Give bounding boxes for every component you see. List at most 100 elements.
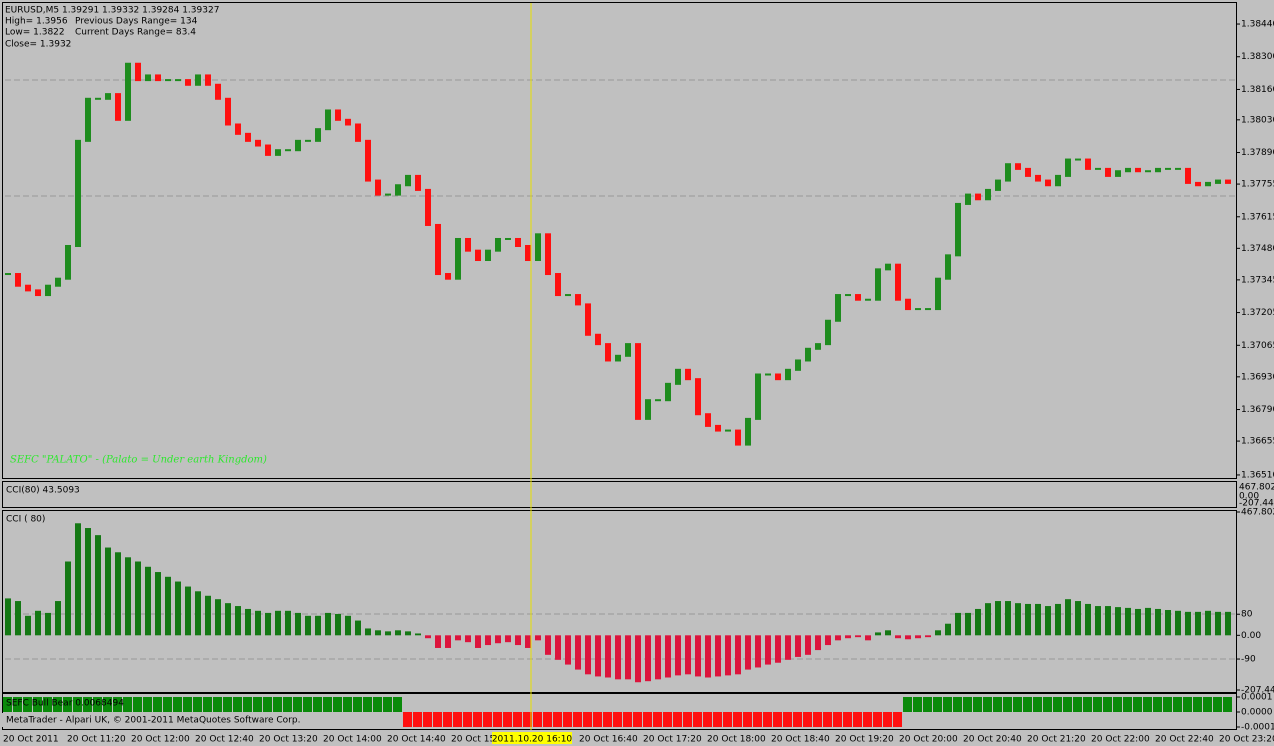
candle [825,319,831,346]
bar [115,552,121,636]
bar [1133,697,1142,712]
bar [45,612,51,636]
candle [75,139,81,247]
bar [653,712,662,727]
cci-small-scale: 0.00 [1239,492,1259,502]
bar [275,610,281,636]
bar [763,712,772,727]
bar [85,528,91,636]
bar [63,697,72,712]
candle [555,273,561,297]
bar [645,635,651,682]
x-tick-label: 20 Oct 18:00 [707,735,766,745]
y-tick-label: 1.36655 [1241,437,1274,447]
bar [535,635,541,641]
bar [533,712,542,727]
bar [15,601,21,636]
bar [625,635,631,680]
bar [915,635,921,639]
bar [675,635,681,676]
candle [15,273,21,287]
bar [425,635,431,639]
y-tick-label: 1.37345 [1241,275,1274,285]
candle [985,188,991,201]
candle [205,74,211,86]
bar [525,635,531,648]
bar [805,635,811,655]
candle [1185,167,1191,184]
bar [523,712,532,727]
candle [265,144,271,156]
bar [923,697,932,712]
bar [1023,697,1032,712]
candle [1145,170,1151,173]
candle [775,373,781,381]
bar [283,697,292,712]
cursor-label-bg [492,732,572,744]
bar [855,635,861,638]
bar [745,635,751,670]
chart-title: EURUSD,M5 1.39291 1.39332 1.39284 1.3932… [5,6,219,16]
bar [773,712,782,727]
candle [335,109,341,121]
candle [885,263,891,271]
info: Current Days Range= 83.4 [75,28,196,38]
y-tick-label: 0.0000 [1241,708,1273,718]
bar [455,635,461,641]
candle [1155,167,1161,173]
bar [585,635,591,675]
candle [815,343,821,350]
candle [395,184,401,196]
bar [783,712,792,727]
bar [865,635,871,641]
y-tick-label: 1.37480 [1241,244,1274,254]
x-tick-label: 20 Oct 20:00 [899,735,958,745]
bar [1195,611,1201,636]
candle [705,413,711,427]
bar [205,595,211,636]
bar [993,697,1002,712]
candle [1025,167,1031,177]
bar [53,697,62,712]
y-tick-label: 1.36930 [1241,372,1274,382]
bar [1043,697,1052,712]
bar [1093,697,1102,712]
x-tick-label: 20 Oct 15 [451,735,495,745]
candle [55,277,61,287]
candle [285,149,291,152]
candle [1125,167,1131,173]
bar [413,712,422,727]
bar [743,712,752,727]
bar [755,635,761,668]
bar [485,635,491,646]
bar [315,615,321,636]
bar [685,635,691,675]
bar [93,697,102,712]
footer: MetaTrader - Alpari UK, © 2001-2011 Meta… [6,716,300,726]
candle [545,233,551,276]
candle [1095,167,1101,170]
bar [303,697,312,712]
bar [513,712,522,727]
bar [503,712,512,727]
candle [505,237,511,240]
y-tick-label: -0.0001 [1241,723,1274,733]
candle [595,333,601,346]
bar [615,635,621,680]
bar [785,635,791,660]
bar [385,631,391,636]
bar [1053,697,1062,712]
bar [175,581,181,636]
candle [475,249,481,262]
bar [573,712,582,727]
bar [843,712,852,727]
candle [675,368,681,385]
candle [895,263,901,301]
bar [273,697,282,712]
bar [245,608,251,636]
bar [1193,697,1202,712]
bar [13,697,22,712]
bar [1143,697,1152,712]
candle [575,294,581,306]
candle [765,373,771,376]
